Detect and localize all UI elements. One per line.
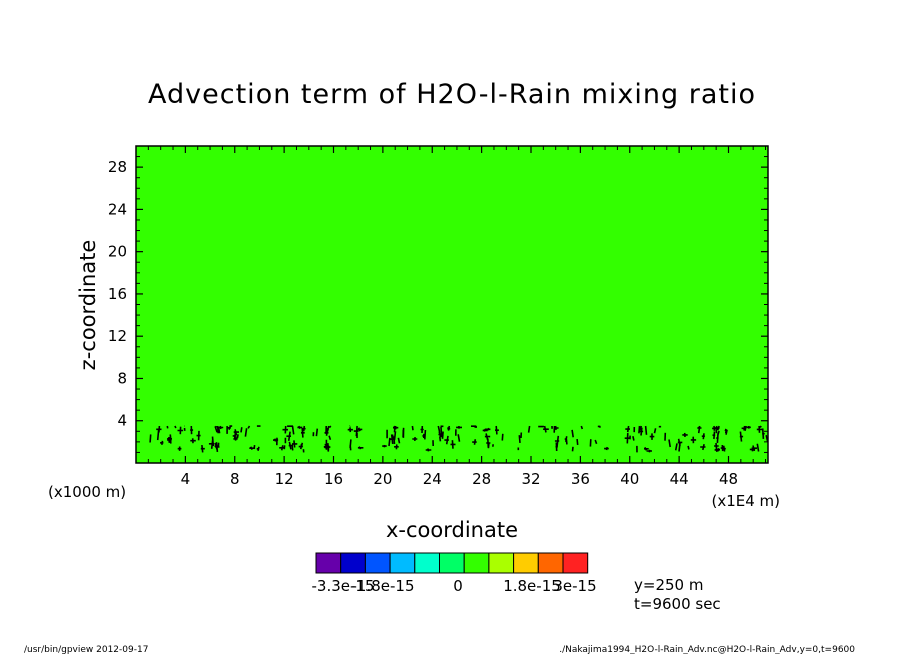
contour-cluster-5	[232, 425, 251, 441]
contour-cluster-10	[324, 425, 332, 452]
colorbar	[315, 552, 589, 574]
x-tick-label-9: 40	[620, 470, 639, 488]
x-tick-label-3: 16	[324, 470, 343, 488]
contour-cluster-25	[664, 432, 683, 452]
colorbar-cell-10	[562, 552, 589, 574]
contour-cluster-26	[682, 425, 702, 450]
contour-cluster-18	[484, 425, 504, 448]
x-axis-unit-left: (x1000 m)	[48, 483, 126, 501]
contour-cluster-8	[288, 425, 306, 453]
x-tick-label-7: 32	[521, 470, 540, 488]
contour-cluster-16	[447, 425, 462, 449]
x-tick-label-11: 48	[719, 470, 738, 488]
contour-cluster-23	[624, 425, 644, 453]
x-tick-label-8: 36	[571, 470, 590, 488]
colorbar-cell-5	[439, 552, 465, 574]
contour-cluster-20	[538, 425, 560, 452]
colorbar-cell-2	[364, 552, 391, 574]
colorbar-cell-4	[414, 552, 440, 574]
x-tick-label-2: 12	[275, 470, 294, 488]
x-axis: 4 8 12 16 20 24 28 32 36 40 44 48	[147, 146, 767, 488]
contour-cluster-24	[644, 425, 662, 453]
y-tick-label-1: 8	[117, 369, 127, 387]
x-axis-label: x-coordinate	[386, 518, 518, 542]
x-tick-label-6: 28	[472, 470, 491, 488]
contour-cluster-11	[347, 425, 364, 451]
contour-cluster-22	[589, 425, 609, 451]
x-tick-label-1: 8	[230, 470, 240, 488]
contour-cluster-7	[273, 425, 294, 451]
chart-title: Advection term of H2O-l-Rain mixing rati…	[148, 79, 756, 110]
contour-cluster-19	[517, 425, 531, 451]
contour-cluster-4	[214, 425, 233, 447]
y-axis: 4 8 12 16 20 24 28	[108, 156, 768, 453]
contour-cluster-3	[200, 427, 220, 453]
x-tick-label-0: 4	[181, 470, 191, 488]
colorbar-cell-7	[488, 552, 515, 574]
y-tick-label-3: 16	[108, 285, 127, 303]
colorbar-cell-9	[537, 552, 564, 574]
contour-cluster-29	[739, 425, 751, 442]
x-tick-label-4: 20	[373, 470, 392, 488]
y-tick-label-5: 24	[108, 200, 127, 218]
colorbar-cell-1	[340, 552, 366, 574]
colorbar-cell-0	[315, 552, 342, 574]
colorbar-label-0: -3.3e-15	[312, 577, 375, 595]
contour-cluster-30	[749, 425, 769, 452]
colorbar-cell-6	[463, 552, 490, 574]
annotation-t: t=9600 sec	[634, 595, 721, 613]
contour-cluster-2	[183, 425, 201, 444]
colorbar-cell-3	[389, 552, 416, 574]
contour-cluster-14	[411, 425, 432, 452]
x-axis-unit-right: (x1E4 m)	[711, 492, 780, 510]
y-axis-label: z-coordinate	[76, 240, 100, 371]
contour-cluster-12	[382, 425, 399, 448]
y-tick-label-4: 20	[108, 243, 127, 261]
contour-cluster-1	[166, 425, 184, 451]
y-tick-label-6: 28	[108, 158, 127, 176]
x-tick-label-10: 44	[670, 470, 689, 488]
contour-cluster-28	[712, 425, 728, 452]
contour-cluster-21	[564, 425, 584, 452]
colorbar-label-3: 1.8e-15	[503, 577, 561, 595]
annotation-y: y=250 m	[634, 576, 703, 594]
plot-field	[136, 146, 768, 463]
footer-left: /usr/bin/gpview 2012-09-17	[24, 645, 148, 654]
contour-cluster-0	[149, 425, 164, 445]
colorbar-label-4: 3e-15	[553, 577, 596, 595]
colorbar-label-1: -1.8e-15	[352, 577, 415, 595]
contour-cluster-15	[432, 425, 449, 447]
y-tick-label-2: 12	[108, 327, 127, 345]
contour-cluster-6	[249, 425, 261, 451]
contour-cluster-13	[391, 427, 405, 450]
contour-lines	[149, 425, 769, 453]
footer-right: ./Nakajima1994_H2O-l-Rain_Adv.nc@H2O-l-R…	[559, 645, 855, 654]
x-tick-label-5: 24	[423, 470, 442, 488]
colorbar-cell-8	[513, 552, 539, 574]
y-tick-label-0: 4	[117, 412, 127, 430]
colorbar-label-2: 0	[453, 577, 463, 595]
